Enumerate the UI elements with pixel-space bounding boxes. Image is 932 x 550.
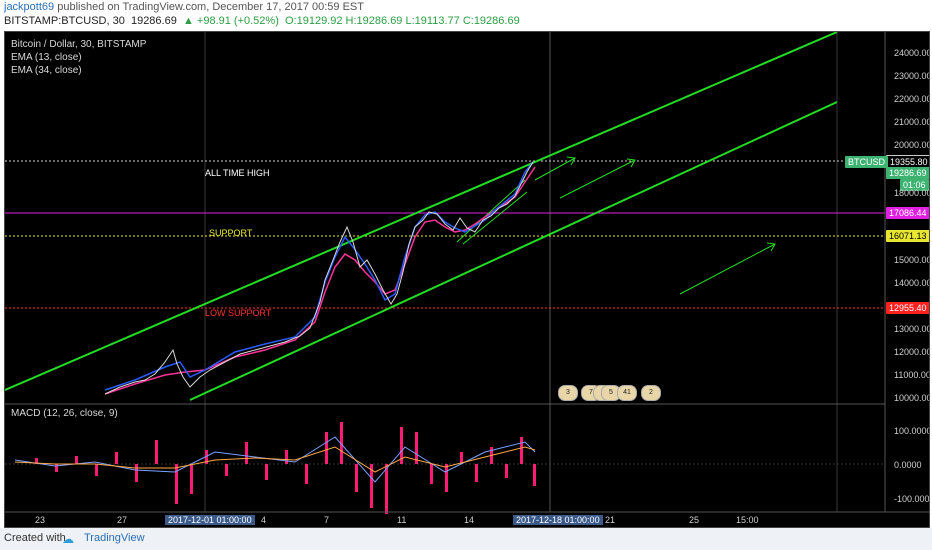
ohlc-open: O:19129.92 [284, 15, 343, 27]
event-flag-icon[interactable]: 3 [558, 385, 578, 401]
symbol-tag: BTCUSD [845, 156, 889, 168]
projection-arrows [534, 156, 776, 295]
created-with-text: Created with [4, 532, 66, 544]
y-tick: 15000.00 [894, 255, 930, 265]
symbol-info: BITSTAMP:BTCUSD, 30 19286.69 ▲ +98.91 (+… [4, 15, 520, 27]
publish-text: published on TradingView.com, December 1… [57, 1, 364, 13]
wedge-lower [462, 191, 528, 245]
last-price: 19286.69 [130, 15, 177, 27]
y-tick: 18000.00 [894, 188, 930, 198]
last-price-tag: 19286.69 [886, 167, 929, 179]
symbol-label: BITSTAMP:BTCUSD, 30 [4, 15, 125, 27]
channel-upper-line[interactable] [5, 32, 838, 391]
y-tick: 20000.00 [894, 140, 930, 150]
x-highlight-right: 2017-12-18 01:00:00 [513, 515, 603, 525]
y-tick: 12000.00 [894, 347, 930, 357]
x-tick: 15:00 [736, 515, 759, 525]
price-candles [104, 161, 534, 395]
legend-ema13[interactable]: EMA (13, close) [11, 52, 82, 63]
x-tick: 14 [464, 515, 475, 525]
ath-annotation: ALL TIME HIGH [205, 168, 270, 178]
legend-title: Bitcoin / Dollar, 30, BITSTAMP [11, 39, 147, 50]
low-support-price-tag: 12955.40 [886, 302, 929, 314]
y-tick: 11000.00 [894, 370, 930, 380]
countdown-tag: 01:06 [900, 179, 929, 191]
y-tick: 23000.00 [894, 71, 930, 81]
y-tick: 24000.00 [894, 48, 930, 58]
y-tick: 22000.00 [894, 94, 930, 104]
footer-bar: Created with ☁ TradingView [0, 528, 932, 550]
y-tick: 10000.00 [894, 393, 930, 403]
username-link[interactable]: jackpott69 [4, 1, 55, 13]
ema-slow-line [104, 166, 536, 395]
y-tick: 14000.00 [894, 278, 930, 288]
chart-area[interactable]: Bitcoin / Dollar, 30, BITSTAMP EMA (13, … [4, 31, 930, 528]
x-tick: 11 [397, 515, 407, 525]
x-highlight-left: 2017-12-01 01:00:00 [165, 515, 255, 525]
macd-tick: 0.0000 [894, 460, 922, 470]
macd-legend[interactable]: MACD (12, 26, close, 9) [11, 408, 118, 419]
magenta-price-tag: 17086.44 [886, 207, 929, 219]
y-tick: 21000.00 [894, 117, 930, 127]
chart-header: jackpott69 published on TradingView.com,… [0, 0, 932, 30]
macd-tick: -100.0000 [894, 494, 930, 504]
low-support-annotation: LOW SUPPORT [205, 308, 272, 318]
support-annotation: SUPPORT [209, 228, 253, 238]
x-tick: 25 [689, 515, 700, 525]
chart-legend: Bitcoin / Dollar, 30, BITSTAMP EMA (13, … [11, 38, 146, 77]
price-chart-svg[interactable] [5, 32, 929, 527]
event-flag-icon[interactable]: 2 [641, 385, 661, 401]
price-change: ▲ +98.91 (+0.52%) [182, 15, 279, 27]
y-tick: 13000.00 [894, 324, 930, 334]
legend-ema34[interactable]: EMA (34, close) [11, 65, 82, 76]
macd-signal-line [14, 446, 536, 473]
tradingview-logo-icon[interactable]: ☁ [62, 532, 74, 546]
x-tick: 27 [117, 515, 128, 525]
x-tick: 23 [35, 515, 46, 525]
macd-line [14, 436, 536, 483]
ohlc-close: C:19286.69 [462, 15, 520, 27]
ohlc-low: L:19113.77 [405, 15, 460, 27]
publish-info: jackpott69 published on TradingView.com,… [4, 1, 364, 13]
event-flag-icon[interactable]: 41 [617, 385, 637, 401]
wedge-upper [456, 179, 526, 243]
ema-fast-line [104, 161, 534, 391]
x-tick: 21 [605, 515, 616, 525]
event-flag-icon[interactable]: 5 [601, 385, 621, 401]
tradingview-link[interactable]: TradingView [84, 532, 145, 544]
x-tick: 7 [324, 515, 330, 525]
ohlc-high: H:19286.69 [345, 15, 403, 27]
x-tick: 4 [261, 515, 267, 525]
support-price-tag: 16071.13 [886, 230, 929, 242]
channel-lower-line[interactable] [189, 101, 838, 401]
macd-histogram [35, 422, 536, 514]
macd-tick: 100.0000 [894, 426, 930, 436]
